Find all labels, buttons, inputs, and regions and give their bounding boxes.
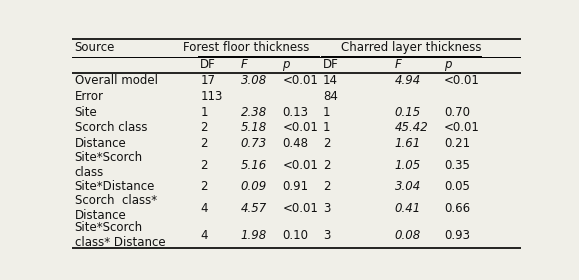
Text: 0.13: 0.13 bbox=[283, 106, 309, 119]
Text: <0.01: <0.01 bbox=[283, 158, 318, 172]
Text: Overall model: Overall model bbox=[75, 74, 157, 87]
Text: 14: 14 bbox=[323, 74, 338, 87]
Text: 1.05: 1.05 bbox=[394, 158, 421, 172]
Text: 0.66: 0.66 bbox=[444, 202, 470, 214]
Text: <0.01: <0.01 bbox=[283, 202, 318, 214]
Text: 0.35: 0.35 bbox=[444, 158, 470, 172]
Text: 0.91: 0.91 bbox=[283, 180, 309, 193]
Text: p: p bbox=[444, 58, 452, 71]
Text: 84: 84 bbox=[323, 90, 338, 103]
Text: 0.08: 0.08 bbox=[394, 229, 421, 242]
Text: 2: 2 bbox=[323, 137, 330, 150]
Text: 3.04: 3.04 bbox=[394, 180, 421, 193]
Text: Scorch  class*
Distance: Scorch class* Distance bbox=[75, 194, 157, 222]
Text: Site*Scorch
class* Distance: Site*Scorch class* Distance bbox=[75, 221, 165, 249]
Text: F: F bbox=[241, 58, 247, 71]
Text: Error: Error bbox=[75, 90, 104, 103]
Text: Forest floor thickness: Forest floor thickness bbox=[184, 41, 310, 54]
Text: 0.09: 0.09 bbox=[241, 180, 267, 193]
Text: 2: 2 bbox=[323, 158, 330, 172]
Text: 0.48: 0.48 bbox=[283, 137, 309, 150]
Text: 2: 2 bbox=[200, 158, 208, 172]
Text: 2: 2 bbox=[323, 180, 330, 193]
Text: <0.01: <0.01 bbox=[444, 122, 480, 134]
Text: 5.18: 5.18 bbox=[241, 122, 267, 134]
Text: 0.10: 0.10 bbox=[283, 229, 309, 242]
Text: 113: 113 bbox=[200, 90, 223, 103]
Text: 45.42: 45.42 bbox=[394, 122, 428, 134]
Text: 3: 3 bbox=[323, 229, 330, 242]
Text: F: F bbox=[394, 58, 401, 71]
Text: 5.16: 5.16 bbox=[241, 158, 267, 172]
Text: 2.38: 2.38 bbox=[241, 106, 267, 119]
Text: <0.01: <0.01 bbox=[283, 122, 318, 134]
Text: 1: 1 bbox=[323, 106, 330, 119]
Text: 1: 1 bbox=[323, 122, 330, 134]
Text: 0.05: 0.05 bbox=[444, 180, 470, 193]
Text: 1: 1 bbox=[200, 106, 208, 119]
Text: 0.15: 0.15 bbox=[394, 106, 421, 119]
Text: 3: 3 bbox=[323, 202, 330, 214]
Text: <0.01: <0.01 bbox=[444, 74, 480, 87]
Text: 0.93: 0.93 bbox=[444, 229, 470, 242]
Text: Site*Scorch
class: Site*Scorch class bbox=[75, 151, 143, 179]
Text: 2: 2 bbox=[200, 180, 208, 193]
Text: Scorch class: Scorch class bbox=[75, 122, 147, 134]
Text: 0.70: 0.70 bbox=[444, 106, 470, 119]
Text: 1.61: 1.61 bbox=[394, 137, 421, 150]
Text: p: p bbox=[283, 58, 290, 71]
Text: 4.57: 4.57 bbox=[241, 202, 267, 214]
Text: 4: 4 bbox=[200, 202, 208, 214]
Text: 1.98: 1.98 bbox=[241, 229, 267, 242]
Text: 2: 2 bbox=[200, 122, 208, 134]
Text: Site*Distance: Site*Distance bbox=[75, 180, 155, 193]
Text: <0.01: <0.01 bbox=[283, 74, 318, 87]
Text: 4.94: 4.94 bbox=[394, 74, 421, 87]
Text: Source: Source bbox=[75, 41, 115, 54]
Text: Site: Site bbox=[75, 106, 97, 119]
Text: Charred layer thickness: Charred layer thickness bbox=[342, 41, 482, 54]
Text: 2: 2 bbox=[200, 137, 208, 150]
Text: Distance: Distance bbox=[75, 137, 126, 150]
Text: 0.41: 0.41 bbox=[394, 202, 421, 214]
Text: 3.08: 3.08 bbox=[241, 74, 267, 87]
Text: 0.21: 0.21 bbox=[444, 137, 470, 150]
Text: 17: 17 bbox=[200, 74, 215, 87]
Text: DF: DF bbox=[323, 58, 339, 71]
Text: DF: DF bbox=[200, 58, 216, 71]
Text: 4: 4 bbox=[200, 229, 208, 242]
Text: 0.73: 0.73 bbox=[241, 137, 267, 150]
